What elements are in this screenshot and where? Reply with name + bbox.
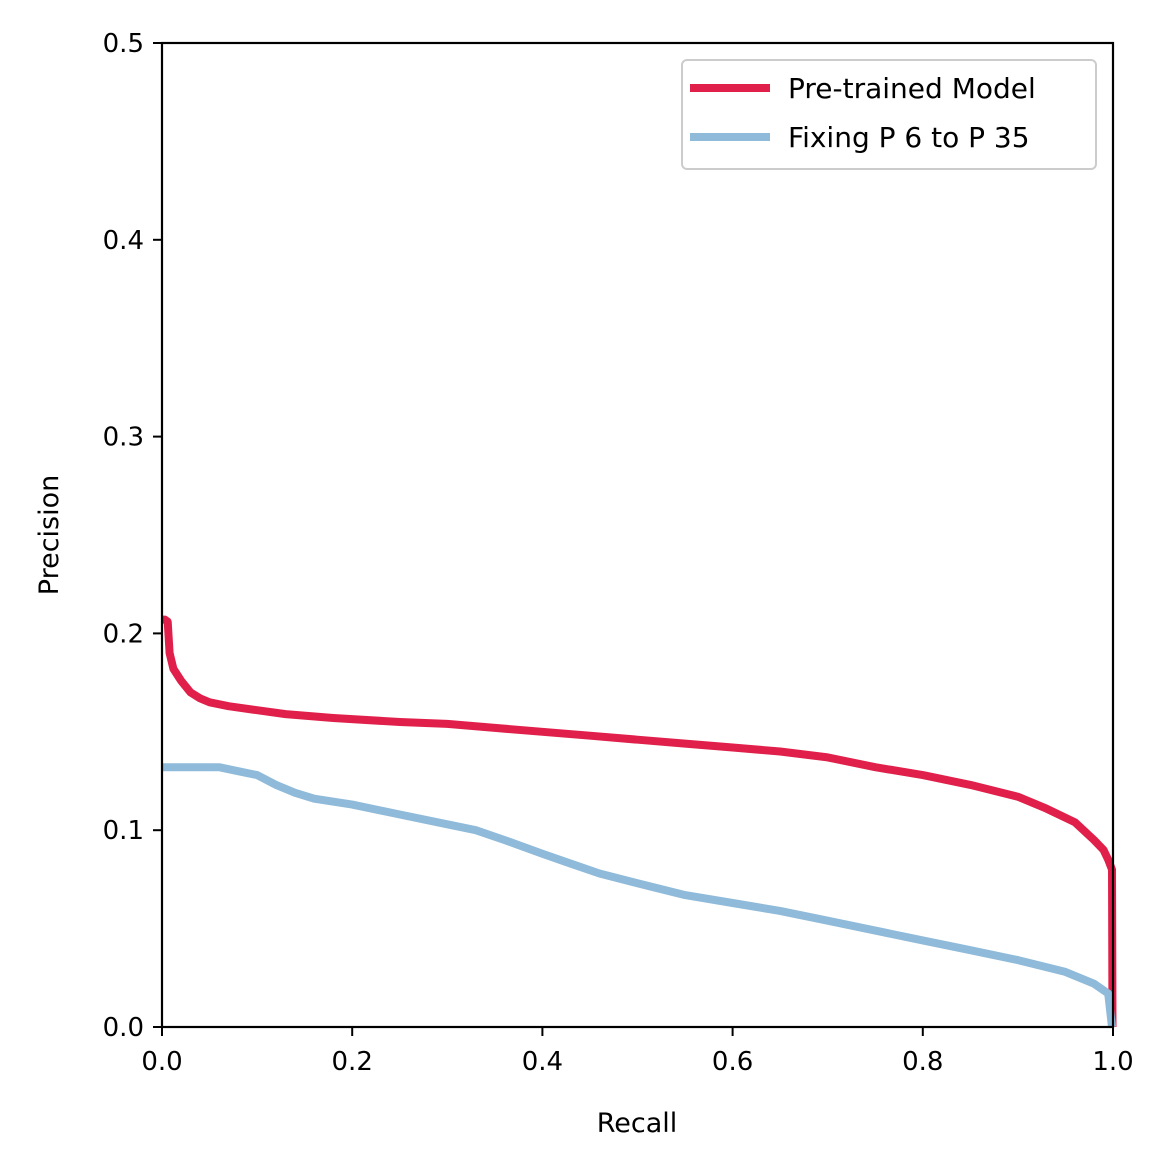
legend-label-pretrained: Pre-trained Model <box>788 72 1036 105</box>
y-tick-label: 0.0 <box>103 1013 144 1043</box>
x-tick-label: 0.0 <box>141 1047 182 1077</box>
x-tick-label: 0.2 <box>332 1047 373 1077</box>
y-axis: 0.0 0.1 0.2 0.3 0.4 0.5 <box>103 29 162 1043</box>
plot-lines <box>160 615 1117 1028</box>
y-tick-label: 0.4 <box>103 226 144 256</box>
plot-frame <box>160 41 1115 1029</box>
x-tick-label: 1.0 <box>1092 1047 1133 1077</box>
x-axis-title: Recall <box>597 1108 678 1139</box>
y-tick-label: 0.1 <box>103 816 144 846</box>
y-tick-label: 0.2 <box>103 619 144 649</box>
series-line-fixing <box>162 763 1116 1028</box>
x-axis: 0.0 0.2 0.4 0.6 0.8 1.0 <box>141 1027 1134 1077</box>
series-line-pretrained <box>160 615 1117 1028</box>
x-tick-label: 0.4 <box>522 1047 563 1077</box>
x-tick-label: 0.6 <box>712 1047 753 1077</box>
legend: Pre-trained Model Fixing P 6 to P 35 <box>681 59 1097 170</box>
y-axis-title: Precision <box>34 475 65 595</box>
y-tick-label: 0.3 <box>103 423 144 453</box>
legend-box <box>681 59 1097 170</box>
x-tick-label: 0.8 <box>902 1047 943 1077</box>
legend-label-fixing: Fixing P 6 to P 35 <box>788 121 1030 154</box>
y-tick-label: 0.5 <box>103 29 144 59</box>
